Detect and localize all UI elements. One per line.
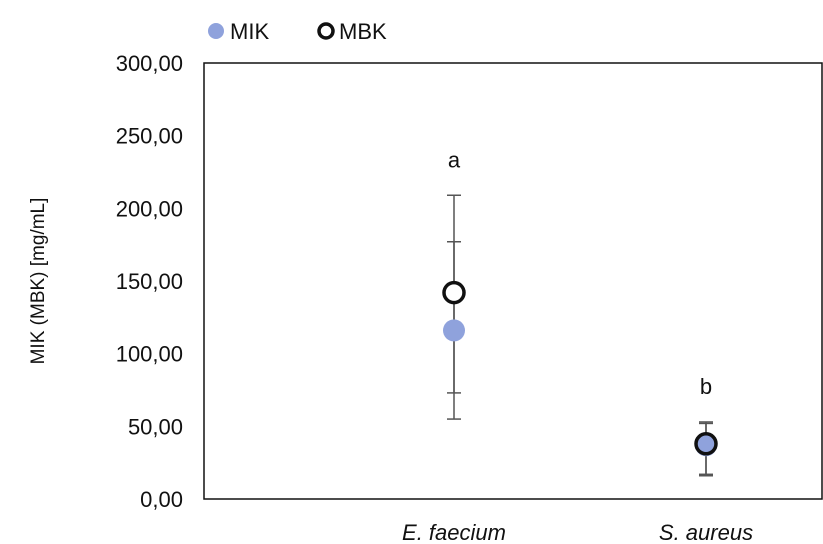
point-mbk <box>694 432 718 456</box>
y-axis-ticks: 0,00 50,00 100,00 150,00 200,00 250,00 3… <box>116 51 183 512</box>
y-tick-label: 150,00 <box>116 269 183 294</box>
plot-area-frame <box>203 62 823 500</box>
y-tick-label: 0,00 <box>140 487 183 512</box>
y-tick-label: 250,00 <box>116 124 183 149</box>
x-category-label: E. faecium <box>402 520 506 544</box>
x-category-label: S. aureus <box>659 520 753 544</box>
y-tick-label: 200,00 <box>116 196 183 221</box>
legend-label-mbk: MBK <box>339 19 387 44</box>
significance-annotations: a b <box>448 147 712 399</box>
point-mik <box>443 319 465 342</box>
legend: MIK MBK <box>208 19 387 44</box>
x-axis-categories: E. faecium S. aureus <box>402 520 753 544</box>
legend-marker-mbk <box>317 22 335 40</box>
y-tick-label: 50,00 <box>128 414 183 439</box>
y-axis-title: MIK (MBK) [mg/mL] <box>28 198 49 365</box>
legend-label-mik: MIK <box>230 19 269 44</box>
y-tick-label: 100,00 <box>116 342 183 367</box>
significance-letter: a <box>448 147 461 172</box>
significance-letter: b <box>700 374 712 399</box>
legend-marker-mik <box>208 23 224 39</box>
y-tick-label: 300,00 <box>116 51 183 76</box>
point-mbk <box>442 280 466 305</box>
data-marks <box>442 194 718 477</box>
